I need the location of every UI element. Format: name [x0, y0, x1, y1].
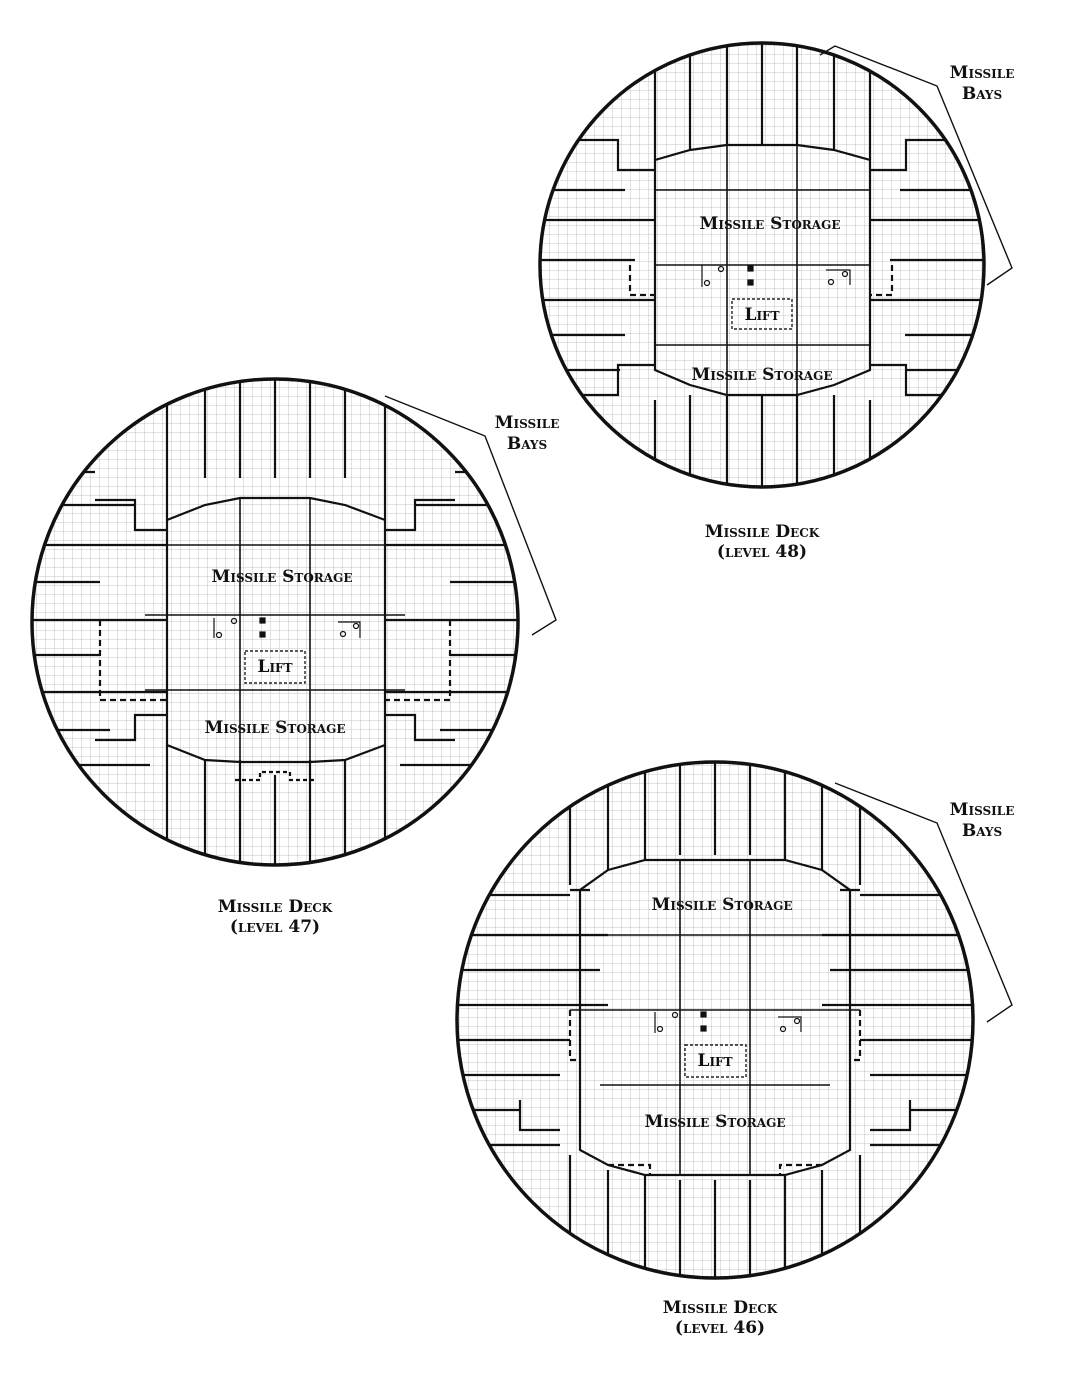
bays-label-line2-47: Bays — [507, 434, 547, 454]
deck-map-level-47: Missile Storage Lift Missile Storage Mis… — [30, 377, 560, 937]
bays-label-line2-48: Bays — [962, 84, 1002, 104]
storage-bottom-label-46: Missile Storage — [645, 1112, 786, 1132]
lift-label-46: Lift — [697, 1051, 732, 1071]
bays-label-line1-47: Missile — [495, 413, 560, 433]
lift-box-46 — [684, 1044, 747, 1078]
deck-hull-46 — [455, 760, 975, 1280]
fixtures-46 — [654, 1011, 802, 1033]
storage-bottom-label-47: Missile Storage — [205, 718, 346, 738]
deck-hull-47 — [30, 377, 520, 867]
lift-label-48: Lift — [744, 305, 779, 325]
caption-level-46: (level 46) — [675, 1318, 765, 1338]
bays-label-line1-46: Missile — [950, 800, 1015, 820]
storage-top-label-47: Missile Storage — [212, 567, 353, 587]
lift-box-47 — [244, 650, 306, 684]
storage-bottom-label-48: Missile Storage — [692, 365, 833, 385]
fixtures-47 — [213, 617, 361, 639]
caption-level-48: (level 48) — [717, 542, 807, 562]
lift-box-48 — [731, 298, 793, 330]
bays-bracket-48 — [819, 45, 1013, 286]
caption-title-46: Missile Deck — [663, 1298, 778, 1318]
bays-label-line1-48: Missile — [950, 63, 1015, 83]
storage-top-label-46: Missile Storage — [652, 895, 793, 915]
lift-label-47: Lift — [257, 657, 292, 677]
caption-level-47: (level 47) — [230, 917, 320, 937]
fixtures-48 — [701, 265, 851, 287]
deck-map-level-46: Missile Storage Lift Missile Storage Mis… — [455, 760, 1014, 1338]
deck-map-level-48: Missile Storage Lift Missile Storage Mis… — [538, 41, 1015, 562]
bays-bracket-47 — [384, 395, 557, 636]
storage-top-label-48: Missile Storage — [700, 214, 841, 234]
bays-label-line2-46: Bays — [962, 821, 1002, 841]
caption-title-47: Missile Deck — [218, 897, 333, 917]
caption-title-48: Missile Deck — [705, 522, 820, 542]
deck-hull-48 — [538, 41, 986, 489]
bays-bracket-46 — [834, 782, 1013, 1023]
